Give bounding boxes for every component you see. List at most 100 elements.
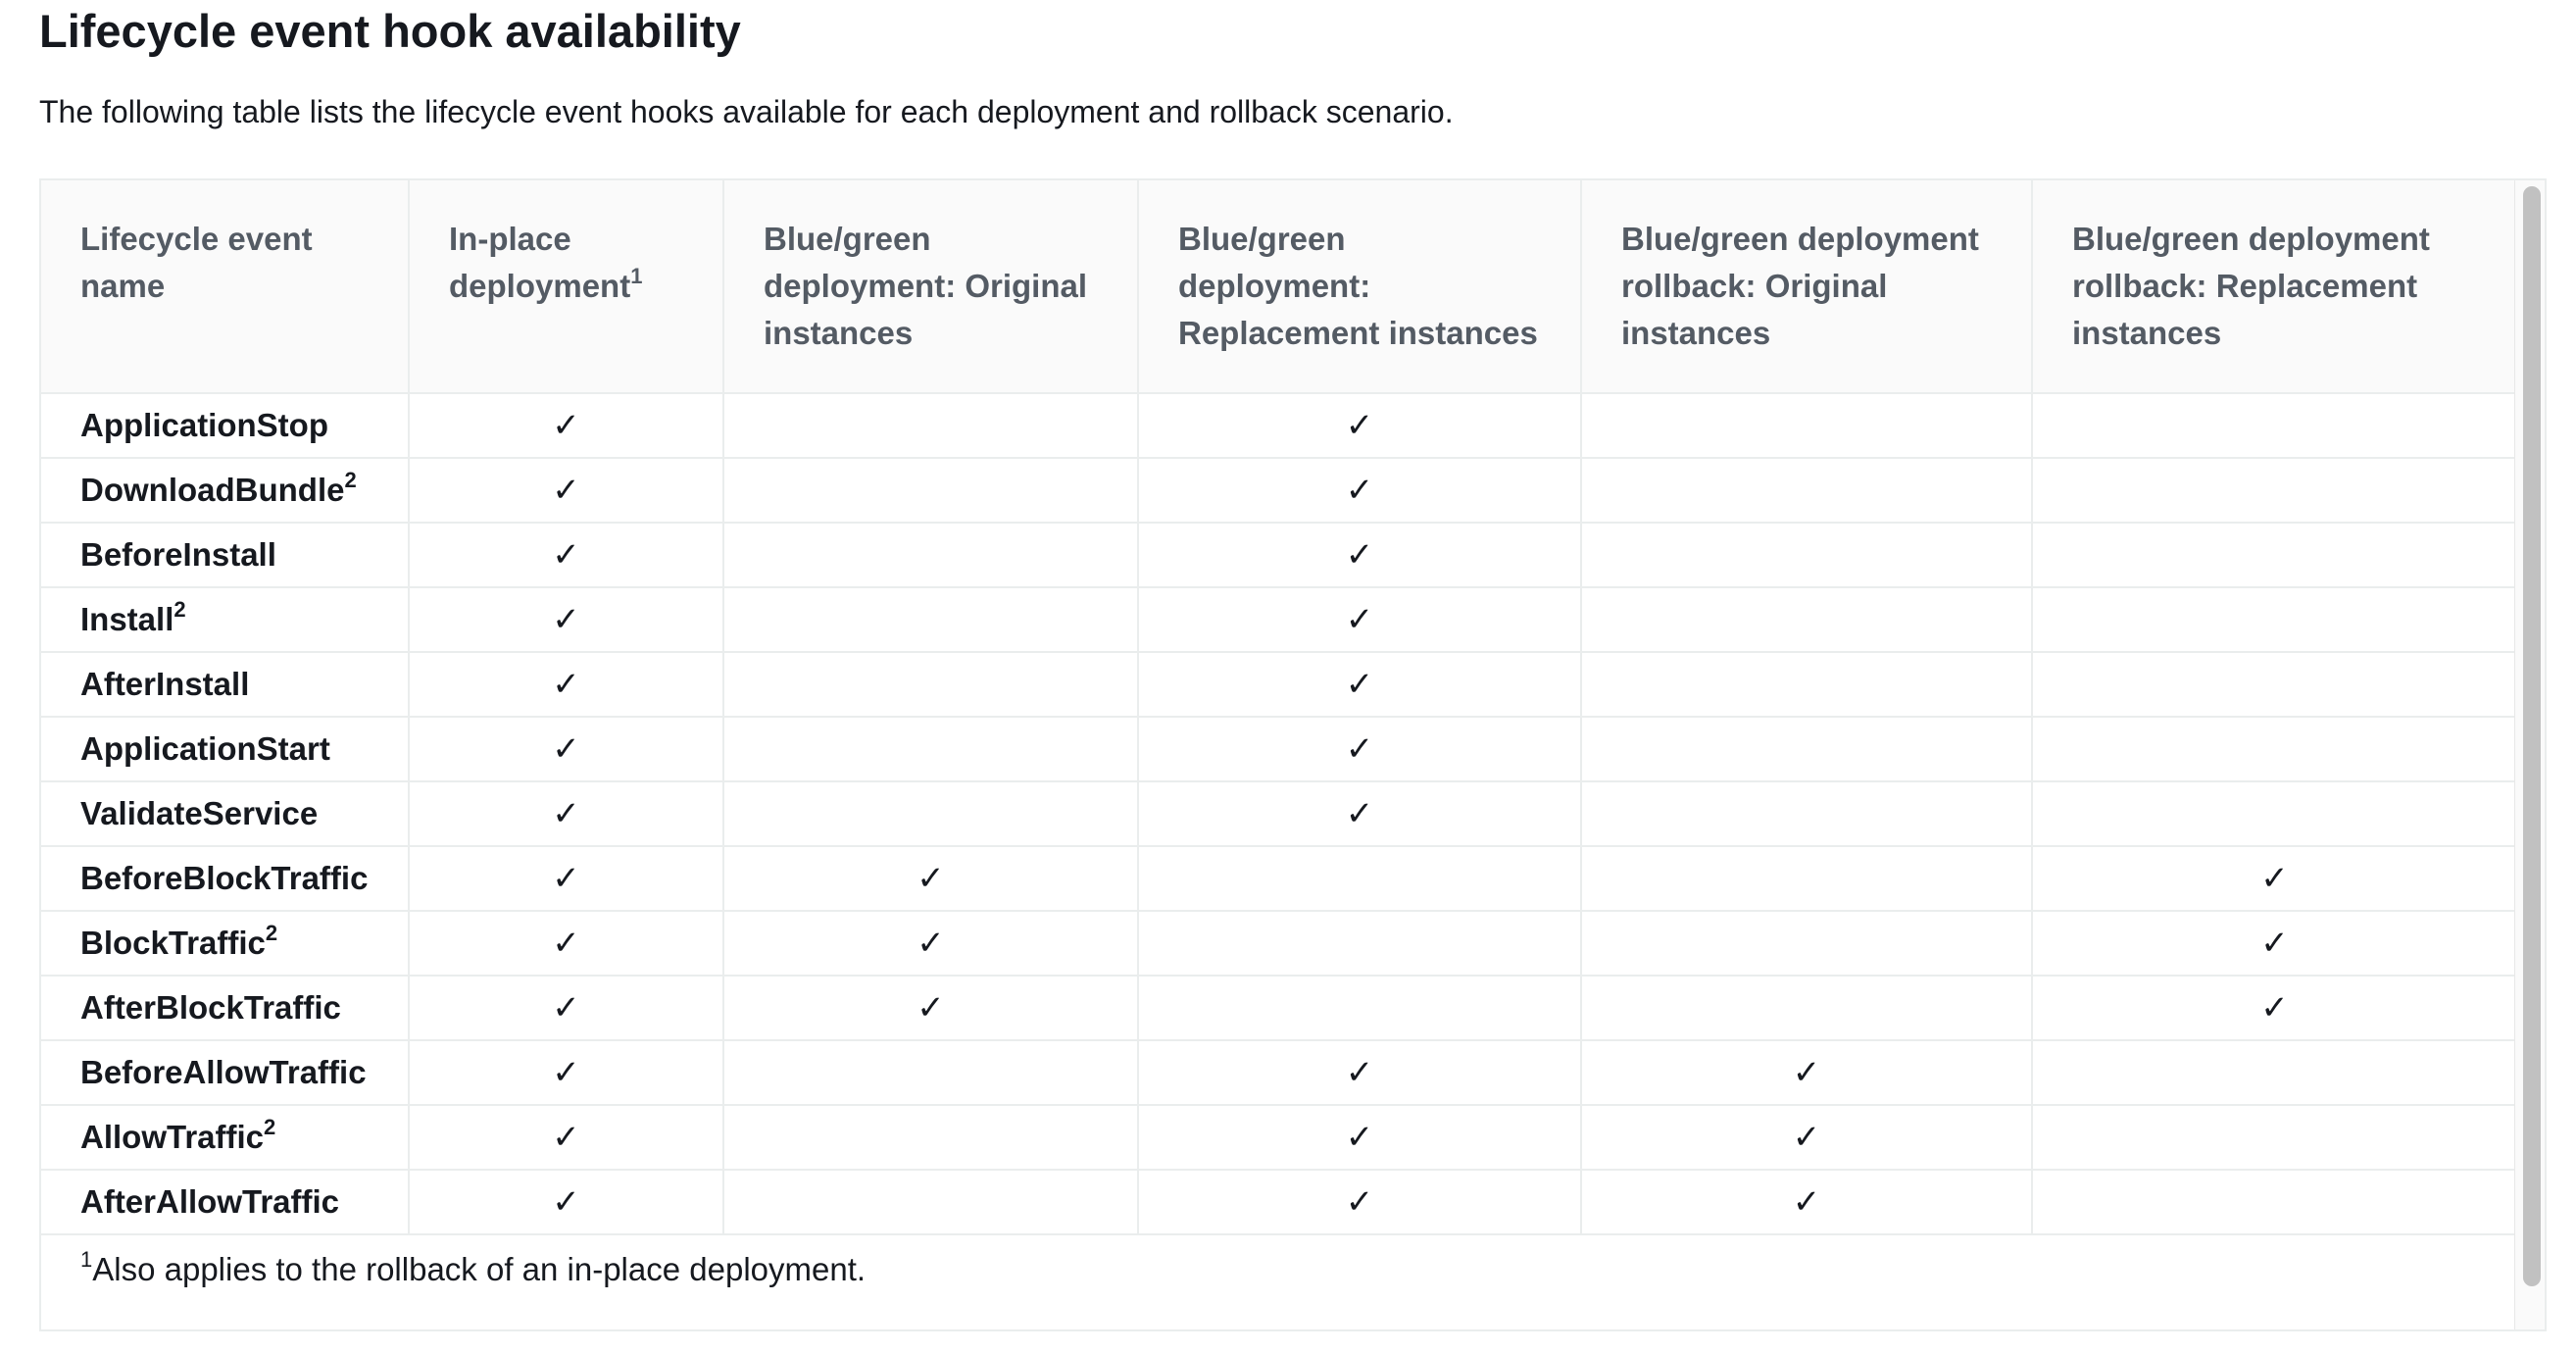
table-row: AfterBlockTraffic ✓ ✓ ✓ — [41, 976, 2518, 1041]
event-name-cell: ValidateService — [41, 781, 410, 847]
event-name: BeforeAllowTraffic — [80, 1054, 367, 1090]
check-mark: ✓ — [1345, 472, 1374, 509]
availability-cell: ✓ — [409, 587, 724, 653]
check-mark: ✓ — [552, 1054, 580, 1091]
availability-cell — [2032, 781, 2518, 847]
availability-cell: ✓ — [1138, 717, 1582, 782]
availability-cell: ✓ — [2032, 976, 2518, 1041]
scrollbar-track[interactable] — [2514, 180, 2545, 1329]
availability-cell: ✓ — [1138, 458, 1582, 524]
event-name-cell: ApplicationStart — [41, 717, 410, 782]
check-mark: ✓ — [552, 472, 580, 509]
availability-cell — [1138, 911, 1582, 977]
description: The following table lists the lifecycle … — [39, 94, 1454, 129]
check-mark: ✓ — [552, 925, 580, 962]
footnote-ref: 2 — [173, 597, 186, 622]
table-container: Lifecycle event name In-place deployment1… — [39, 178, 2547, 1331]
column-header: Blue/green deployment rollback: Replacem… — [2032, 180, 2518, 394]
event-name-cell: ApplicationStop — [41, 393, 410, 459]
column-header: In-place deployment1 — [409, 180, 724, 394]
event-name-cell: BlockTraffic2 — [41, 911, 410, 977]
availability-cell — [1581, 458, 2033, 524]
header-text: Blue/green deployment: Replacement insta… — [1178, 221, 1538, 351]
event-name-cell: AfterAllowTraffic — [41, 1170, 410, 1235]
check-mark: ✓ — [1792, 1119, 1821, 1156]
check-mark: ✓ — [1345, 1119, 1374, 1156]
availability-cell — [2032, 523, 2518, 588]
column-header: Lifecycle event name — [41, 180, 410, 394]
column-header: Blue/green deployment rollback: Original… — [1581, 180, 2033, 394]
table-body: ApplicationStop ✓ ✓ DownloadBundle2 ✓ ✓ Before… — [41, 393, 2518, 1304]
table-row: AllowTraffic2 ✓ ✓ ✓ — [41, 1105, 2518, 1171]
availability-cell — [1581, 781, 2033, 847]
check-mark: ✓ — [2260, 989, 2289, 1027]
availability-cell — [1581, 846, 2033, 912]
table-row: ValidateService ✓ ✓ — [41, 781, 2518, 847]
event-name-cell: AfterBlockTraffic — [41, 976, 410, 1041]
availability-cell — [1581, 911, 2033, 977]
event-name-cell: BeforeInstall — [41, 523, 410, 588]
check-mark: ✓ — [1345, 407, 1374, 444]
availability-cell: ✓ — [409, 717, 724, 782]
availability-cell: ✓ — [1138, 1105, 1582, 1171]
availability-cell — [723, 652, 1139, 718]
event-name: AfterInstall — [80, 666, 250, 702]
footnote-ref: 1 — [630, 264, 643, 288]
availability-cell: ✓ — [409, 393, 724, 459]
availability-cell: ✓ — [1581, 1105, 2033, 1171]
availability-cell — [2032, 1105, 2518, 1171]
availability-cell: ✓ — [409, 523, 724, 588]
table-row: ApplicationStart ✓ ✓ — [41, 717, 2518, 782]
event-name: AfterAllowTraffic — [80, 1183, 340, 1220]
availability-cell — [1581, 393, 2033, 459]
event-name: Install — [80, 601, 174, 637]
availability-cell — [723, 1170, 1139, 1235]
event-name-cell: BeforeBlockTraffic — [41, 846, 410, 912]
availability-cell — [1138, 976, 1582, 1041]
availability-cell: ✓ — [409, 846, 724, 912]
check-mark: ✓ — [1792, 1054, 1821, 1091]
check-mark: ✓ — [1345, 536, 1374, 574]
availability-cell — [723, 587, 1139, 653]
header-text: Lifecycle event name — [80, 221, 313, 304]
event-name: ApplicationStart — [80, 730, 330, 767]
check-mark: ✓ — [552, 666, 580, 703]
availability-cell: ✓ — [723, 846, 1139, 912]
table-row: BeforeInstall ✓ ✓ — [41, 523, 2518, 588]
footnote-ref: 2 — [264, 1115, 276, 1139]
availability-cell — [1581, 717, 2033, 782]
availability-cell — [723, 523, 1139, 588]
column-header: Blue/green deployment: Original instance… — [723, 180, 1139, 394]
check-mark: ✓ — [552, 1183, 580, 1221]
table-row: AfterInstall ✓ ✓ — [41, 652, 2518, 718]
check-mark: ✓ — [552, 989, 580, 1027]
header-text: Blue/green deployment rollback: Original… — [1621, 221, 1979, 351]
table-row: DownloadBundle2 ✓ ✓ — [41, 458, 2518, 524]
footnote-ref: 2 — [344, 468, 357, 492]
availability-cell — [1581, 523, 2033, 588]
availability-cell: ✓ — [1138, 781, 1582, 847]
availability-cell: ✓ — [1138, 1040, 1582, 1106]
check-mark: ✓ — [552, 407, 580, 444]
availability-cell: ✓ — [2032, 911, 2518, 977]
event-name-cell: AllowTraffic2 — [41, 1105, 410, 1171]
footnote-text: Also applies to the rollback of an in-pl… — [92, 1251, 867, 1287]
event-name: AfterBlockTraffic — [80, 989, 341, 1026]
availability-cell: ✓ — [409, 1040, 724, 1106]
availability-cell: ✓ — [409, 781, 724, 847]
availability-cell — [723, 1105, 1139, 1171]
check-mark: ✓ — [1345, 730, 1374, 768]
check-mark: ✓ — [1345, 795, 1374, 832]
availability-cell: ✓ — [1138, 523, 1582, 588]
availability-cell: ✓ — [2032, 846, 2518, 912]
availability-cell — [723, 781, 1139, 847]
availability-cell — [1581, 976, 2033, 1041]
check-mark: ✓ — [552, 730, 580, 768]
availability-cell: ✓ — [1581, 1040, 2033, 1106]
check-mark: ✓ — [1792, 1183, 1821, 1221]
availability-cell — [723, 1040, 1139, 1106]
availability-cell — [2032, 1040, 2518, 1106]
scrollbar-thumb[interactable] — [2523, 186, 2541, 1286]
availability-cell — [2032, 458, 2518, 524]
availability-cell: ✓ — [409, 1170, 724, 1235]
